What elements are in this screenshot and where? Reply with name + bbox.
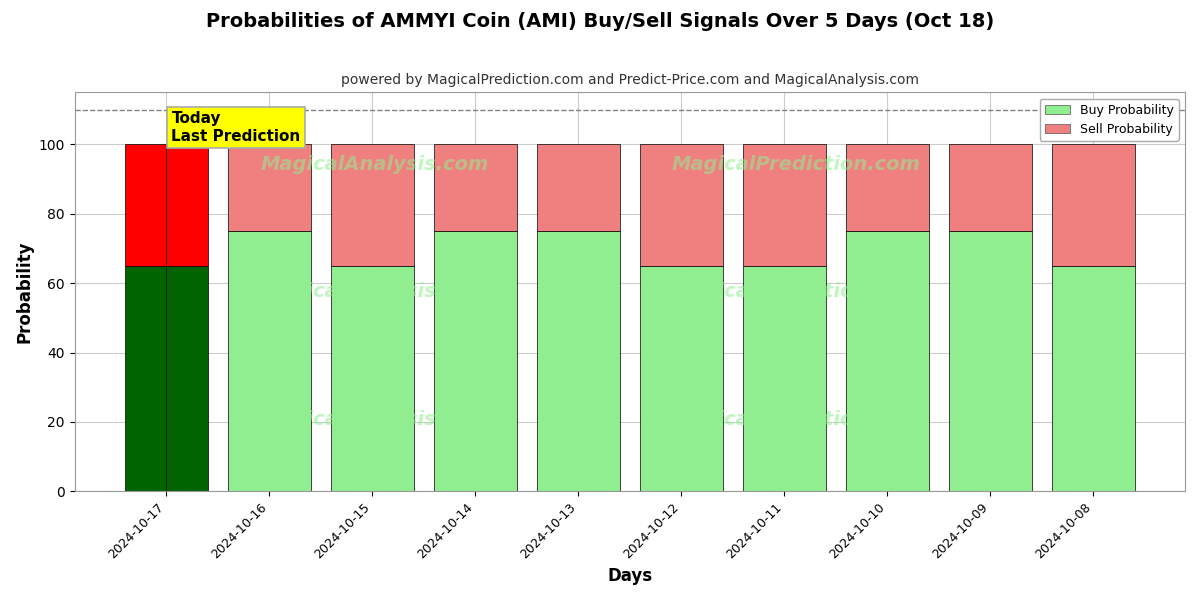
Bar [538,145,619,231]
Bar [538,231,619,491]
Bar [743,145,826,266]
Bar [846,231,929,491]
Bar [331,145,414,266]
Bar [846,145,929,231]
Bar [167,145,208,266]
Text: MagicalPrediction.com: MagicalPrediction.com [672,282,920,301]
Text: MagicalAnalysis.com: MagicalAnalysis.com [260,282,488,301]
Text: MagicalPrediction.com: MagicalPrediction.com [672,155,920,173]
Text: MagicalAnalysis.com: MagicalAnalysis.com [260,155,488,173]
Bar [949,145,1032,231]
Bar [1052,266,1134,491]
Bar [125,145,167,266]
Bar [167,266,208,491]
Text: MagicalPrediction.com: MagicalPrediction.com [672,410,920,429]
Bar [1052,145,1134,266]
Title: powered by MagicalPrediction.com and Predict-Price.com and MagicalAnalysis.com: powered by MagicalPrediction.com and Pre… [341,73,919,87]
Bar [434,231,516,491]
X-axis label: Days: Days [607,567,653,585]
Text: Probabilities of AMMYI Coin (AMI) Buy/Sell Signals Over 5 Days (Oct 18): Probabilities of AMMYI Coin (AMI) Buy/Se… [206,12,994,31]
Bar [434,145,516,231]
Bar [125,266,167,491]
Bar [640,145,722,266]
Text: Today
Last Prediction: Today Last Prediction [172,112,301,144]
Bar [228,231,311,491]
Text: MagicalAnalysis.com: MagicalAnalysis.com [260,410,488,429]
Bar [331,266,414,491]
Legend: Buy Probability, Sell Probability: Buy Probability, Sell Probability [1040,98,1178,141]
Y-axis label: Probability: Probability [16,241,34,343]
Bar [743,266,826,491]
Bar [640,266,722,491]
Bar [228,145,311,231]
Bar [949,231,1032,491]
